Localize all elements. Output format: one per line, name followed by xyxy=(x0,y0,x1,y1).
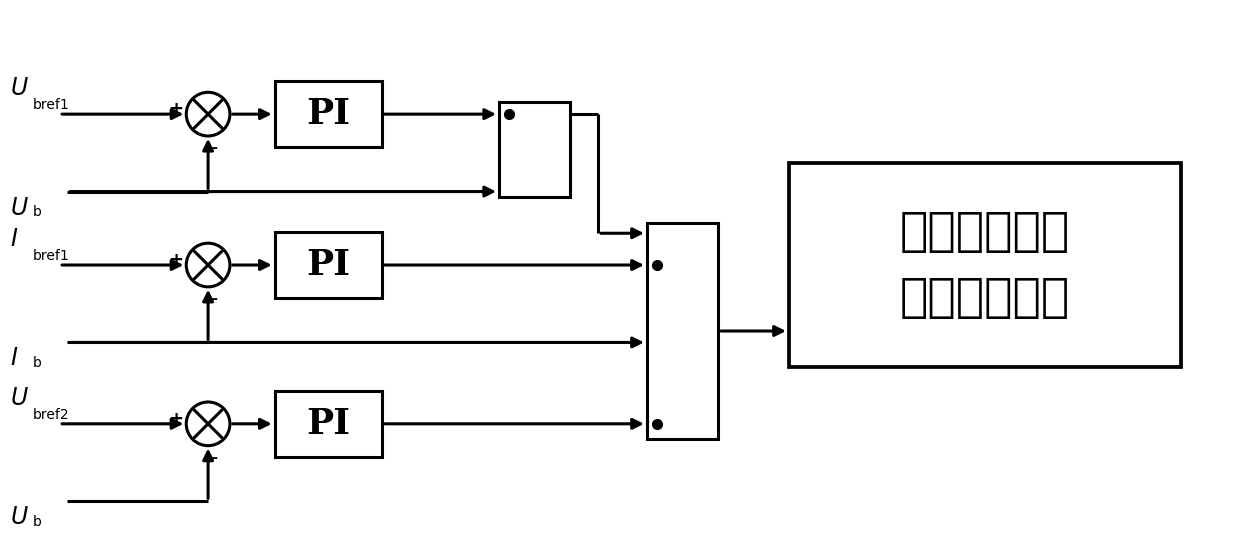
Text: $U$: $U$ xyxy=(10,505,29,529)
Text: $U$: $U$ xyxy=(10,195,29,219)
Text: $I$: $I$ xyxy=(10,346,17,370)
Bar xyxy=(498,102,570,196)
Text: bref2: bref2 xyxy=(32,408,69,422)
Text: $I$: $I$ xyxy=(10,227,17,251)
Text: b: b xyxy=(32,205,41,219)
Bar xyxy=(274,232,382,298)
Bar xyxy=(274,391,382,456)
Text: −: − xyxy=(201,290,218,310)
Text: −: − xyxy=(201,139,218,159)
Bar xyxy=(647,223,718,439)
Text: −: − xyxy=(201,449,218,469)
Text: PI: PI xyxy=(306,97,350,131)
Text: $U$: $U$ xyxy=(10,386,29,410)
Text: 蓄电池三段式
充电控制信号: 蓄电池三段式 充电控制信号 xyxy=(900,210,1070,320)
Text: b: b xyxy=(32,356,41,370)
Text: bref1: bref1 xyxy=(32,98,69,112)
Bar xyxy=(274,81,382,147)
Text: PI: PI xyxy=(306,248,350,282)
Bar xyxy=(789,163,1180,367)
Text: PI: PI xyxy=(306,407,350,441)
Text: $U$: $U$ xyxy=(10,77,29,100)
Text: +: + xyxy=(169,410,184,428)
Text: +: + xyxy=(169,100,184,118)
Circle shape xyxy=(186,243,229,287)
Circle shape xyxy=(186,93,229,136)
Text: +: + xyxy=(169,251,184,269)
Text: bref1: bref1 xyxy=(32,249,69,263)
Text: b: b xyxy=(32,515,41,529)
Circle shape xyxy=(186,402,229,446)
